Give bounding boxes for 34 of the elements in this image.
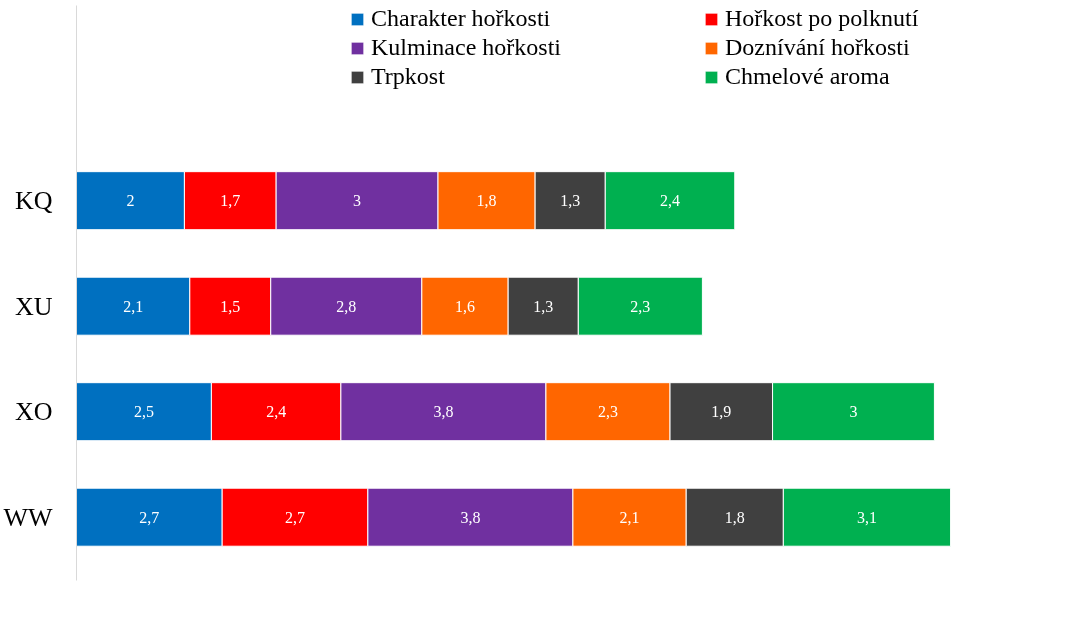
data-label: 1,8 xyxy=(724,508,745,526)
data-label: 2,4 xyxy=(660,192,681,210)
y-tick-label: XU xyxy=(14,291,53,321)
y-tick-label: WW xyxy=(3,502,53,532)
legend-label: Trpkost xyxy=(371,63,446,90)
data-label: 2,5 xyxy=(133,403,154,421)
data-label: 3 xyxy=(353,192,362,210)
legend-label: Doznívání hořkosti xyxy=(725,34,911,61)
data-label: 2,4 xyxy=(266,403,287,421)
data-label: 2,1 xyxy=(123,297,144,315)
data-label: 1,3 xyxy=(533,297,554,315)
data-label: 1,6 xyxy=(454,297,475,315)
legend-label: Kulminace hořkosti xyxy=(371,34,562,61)
data-label: 1,5 xyxy=(220,297,241,315)
y-tick-label: KQ xyxy=(14,186,53,216)
data-label: 2,8 xyxy=(336,297,357,315)
data-label: 3 xyxy=(849,403,858,421)
data-label: 2,7 xyxy=(139,508,160,526)
data-label: 2,1 xyxy=(619,508,640,526)
data-label: 1,8 xyxy=(476,192,497,210)
y-tick-label: XO xyxy=(14,397,53,427)
data-label: 3,8 xyxy=(433,403,454,421)
legend-label: Hořkost po polknutí xyxy=(725,5,920,32)
data-label: 3,1 xyxy=(856,508,877,526)
data-label: 2,7 xyxy=(285,508,306,526)
data-label: 2,3 xyxy=(597,403,618,421)
data-label: 3,8 xyxy=(460,508,481,526)
legend-label: Chmelové aroma xyxy=(725,63,891,90)
data-label: 2,3 xyxy=(630,297,651,315)
legend-label: Charakter hořkosti xyxy=(371,5,552,32)
data-label: 1,7 xyxy=(220,192,241,210)
data-label: 1,3 xyxy=(560,192,581,210)
data-label: 1,9 xyxy=(711,403,732,421)
data-label: 2 xyxy=(126,192,135,210)
